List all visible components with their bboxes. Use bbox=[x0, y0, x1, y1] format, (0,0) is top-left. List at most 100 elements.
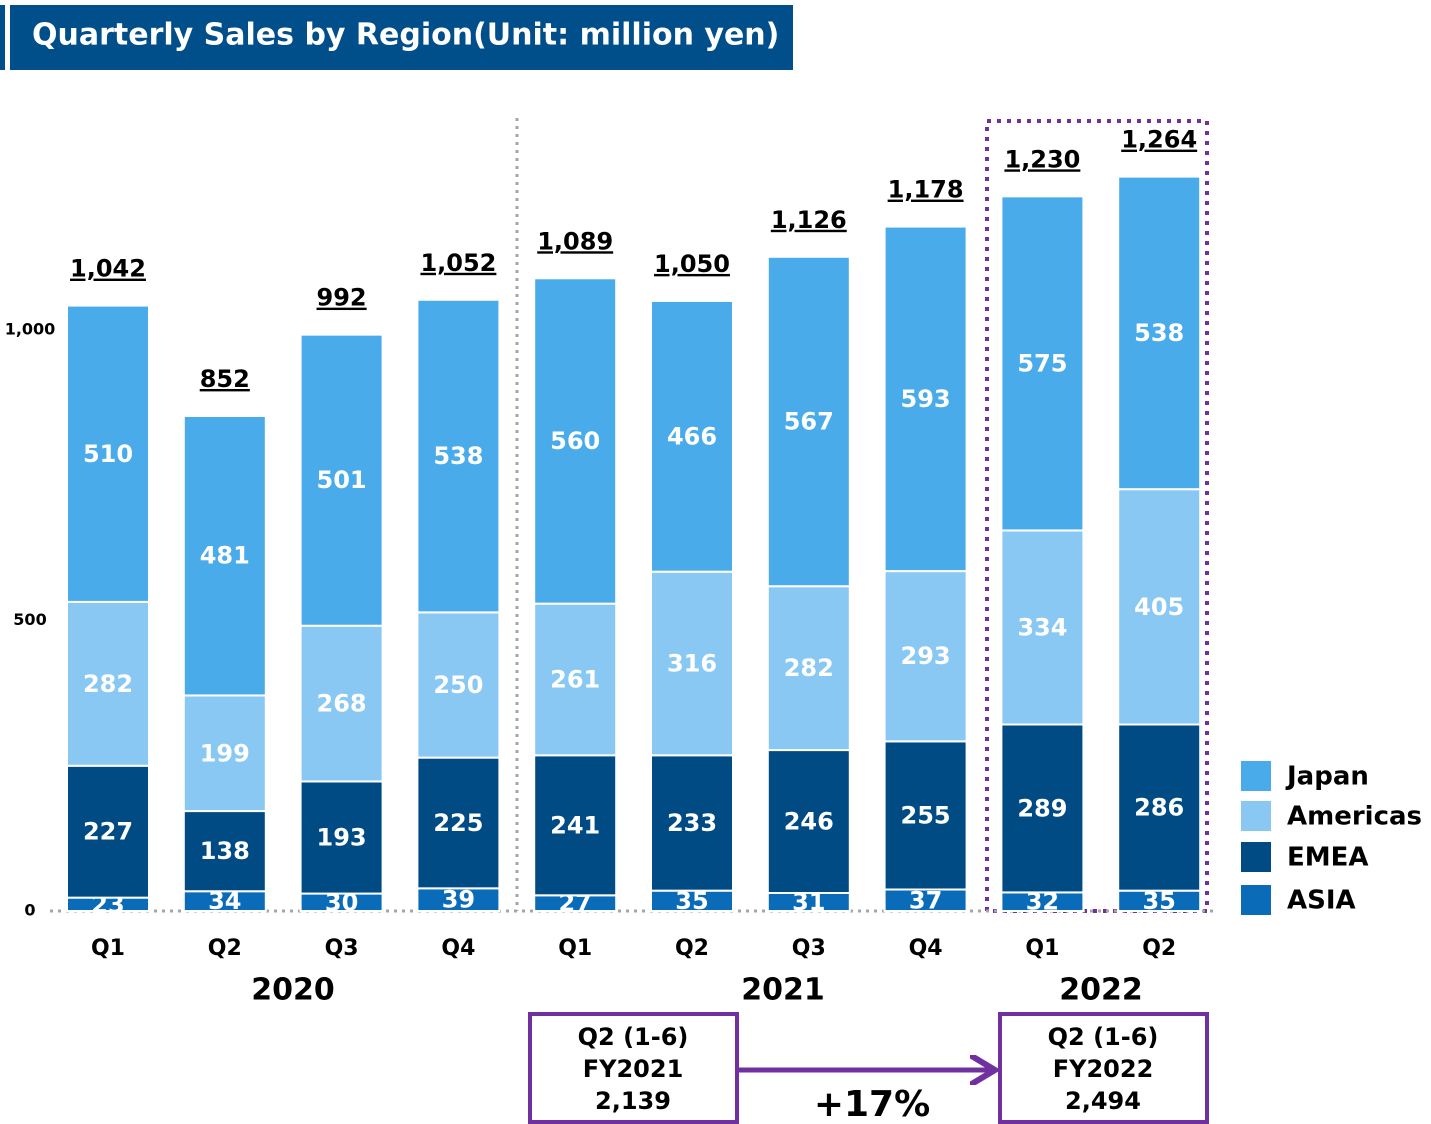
value-label: 593 bbox=[901, 385, 951, 413]
legend-label: ASIA bbox=[1287, 886, 1356, 916]
legend-label: EMEA bbox=[1287, 843, 1369, 873]
x-group-label: 2020 bbox=[251, 973, 335, 1008]
value-label: 567 bbox=[784, 408, 834, 436]
total-label: 852 bbox=[200, 365, 250, 393]
total-label: 1,042 bbox=[70, 255, 146, 283]
total-label: 1,089 bbox=[537, 227, 613, 255]
comparison-text: 2,494 bbox=[1065, 1087, 1141, 1115]
bar-segment bbox=[883, 740, 968, 891]
value-label: 538 bbox=[1134, 319, 1184, 347]
value-label: 268 bbox=[317, 690, 367, 718]
bar-segment bbox=[1000, 723, 1085, 894]
y-tick-label: 500 bbox=[13, 610, 46, 629]
x-tick-label: Q2 bbox=[1142, 936, 1176, 961]
value-label: 560 bbox=[550, 427, 600, 455]
bar-segment bbox=[1000, 195, 1085, 532]
value-label: 225 bbox=[433, 809, 483, 837]
bar-segment bbox=[182, 414, 267, 697]
bar-segment bbox=[650, 299, 734, 573]
total-label: 992 bbox=[317, 284, 367, 312]
comparison-text: FY2022 bbox=[1053, 1055, 1154, 1083]
value-label: 193 bbox=[317, 824, 367, 852]
comparison-text: Q2 (1-6) bbox=[1048, 1023, 1159, 1051]
x-tick-label: Q1 bbox=[1025, 936, 1059, 961]
value-label: 138 bbox=[200, 837, 250, 865]
value-label: 334 bbox=[1017, 613, 1067, 641]
x-tick-label: Q4 bbox=[441, 936, 475, 961]
value-label: 289 bbox=[1017, 794, 1067, 822]
value-label: 227 bbox=[83, 818, 133, 846]
value-label: 405 bbox=[1134, 593, 1184, 621]
comparison-box bbox=[998, 1012, 1209, 1124]
bar-segment bbox=[883, 570, 968, 743]
value-label: 510 bbox=[83, 440, 133, 468]
total-label: 1,230 bbox=[1004, 145, 1080, 173]
value-label: 286 bbox=[1134, 794, 1184, 822]
x-tick-label: Q1 bbox=[91, 936, 125, 961]
total-label: 1,052 bbox=[420, 249, 496, 277]
value-label: 241 bbox=[550, 811, 600, 839]
bar-segment bbox=[299, 624, 384, 783]
value-label: 481 bbox=[200, 542, 250, 570]
value-label: 575 bbox=[1017, 349, 1067, 377]
value-label: 37 bbox=[909, 886, 942, 914]
legend-swatch bbox=[1241, 842, 1271, 872]
bar-segment bbox=[416, 298, 501, 614]
comparison-text: FY2021 bbox=[583, 1055, 684, 1083]
bar-segment bbox=[66, 304, 150, 603]
total-label: 1,264 bbox=[1121, 126, 1197, 154]
bar-segment bbox=[299, 333, 384, 627]
value-label: 255 bbox=[901, 801, 951, 829]
bar-segment bbox=[416, 756, 501, 890]
bar-segment bbox=[299, 780, 384, 895]
legend-swatch bbox=[1241, 801, 1271, 831]
bar-segment bbox=[766, 585, 851, 752]
x-tick-label: Q4 bbox=[909, 936, 943, 961]
title-bar bbox=[10, 5, 793, 70]
legend-swatch bbox=[1241, 761, 1271, 791]
value-label: 282 bbox=[784, 654, 834, 682]
change-label: +17% bbox=[814, 1084, 930, 1124]
bar-segment bbox=[416, 611, 501, 759]
bar-segment bbox=[533, 277, 618, 605]
x-group-label: 2022 bbox=[1059, 973, 1143, 1008]
legend-label: Americas bbox=[1287, 802, 1422, 832]
x-tick-label: Q1 bbox=[558, 936, 592, 961]
x-tick-label: Q3 bbox=[325, 936, 359, 961]
total-label: 1,178 bbox=[888, 176, 964, 204]
legend-swatch bbox=[1241, 885, 1271, 915]
title-accent bbox=[0, 5, 5, 70]
value-label: 246 bbox=[784, 808, 834, 836]
value-label: 538 bbox=[433, 442, 483, 470]
y-tick-label: 0 bbox=[24, 901, 35, 920]
total-label: 1,126 bbox=[771, 206, 847, 234]
legend-label: Japan bbox=[1285, 762, 1369, 792]
bar-segment bbox=[883, 225, 968, 573]
value-label: 316 bbox=[667, 649, 717, 677]
bar-segment bbox=[1117, 175, 1202, 491]
highlight-box bbox=[985, 119, 1209, 913]
value-label: 282 bbox=[83, 670, 133, 698]
value-label: 293 bbox=[901, 642, 951, 670]
chart-title: Quarterly Sales by Region(Unit: million … bbox=[32, 18, 779, 53]
bar-segment bbox=[533, 754, 618, 897]
y-tick-label: 1,000 bbox=[5, 320, 56, 339]
total-label: 1,050 bbox=[654, 250, 730, 278]
comparison-text: 2,139 bbox=[595, 1087, 671, 1115]
bar-segment bbox=[650, 570, 734, 757]
comparison-text: Q2 (1-6) bbox=[578, 1023, 689, 1051]
x-group-label: 2021 bbox=[741, 973, 825, 1008]
value-label: 233 bbox=[667, 809, 717, 837]
x-tick-label: Q3 bbox=[792, 936, 826, 961]
value-label: 199 bbox=[200, 739, 250, 767]
value-label: 501 bbox=[317, 466, 367, 494]
value-label: 261 bbox=[550, 665, 600, 693]
x-tick-label: Q2 bbox=[208, 936, 242, 961]
bar-segment bbox=[766, 255, 851, 588]
value-label: 250 bbox=[433, 671, 483, 699]
bar-segment bbox=[766, 749, 851, 894]
value-label: 39 bbox=[442, 886, 475, 914]
bar-segment bbox=[1117, 723, 1202, 892]
value-label: 466 bbox=[667, 422, 717, 450]
